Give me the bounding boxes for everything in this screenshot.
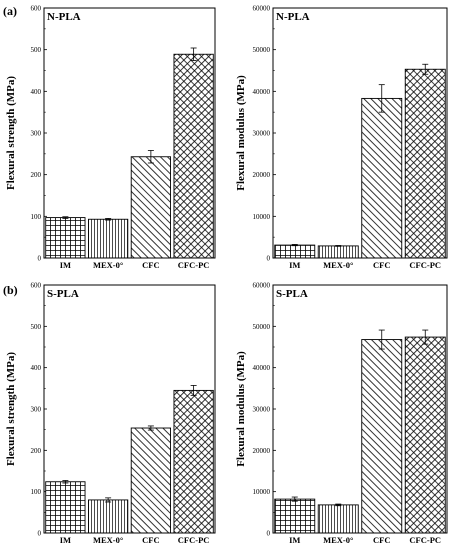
y-axis-label: Flexural modulus (MPa) — [235, 75, 247, 191]
category-label: CFC — [373, 535, 390, 545]
y-tick-label: 20000 — [253, 447, 271, 455]
y-tick-label: 200 — [31, 447, 42, 455]
bar-1 — [317, 245, 359, 259]
panel-title: S-PLA — [276, 288, 308, 300]
y-tick-label: 10000 — [253, 213, 271, 221]
y-tick-label: 50000 — [253, 46, 271, 54]
bar-3 — [173, 53, 214, 259]
row-label-a: (a) — [3, 4, 17, 18]
y-tick-label: 20000 — [253, 171, 271, 179]
chart-s-pla-modulus: 0 10000 20000 30000 40000 50000 60000 IM MEX-0° C… — [235, 282, 448, 545]
y-tick-label: 500 — [31, 323, 42, 331]
y-tick-label: 10000 — [253, 488, 271, 496]
bar-3 — [404, 68, 446, 259]
panel-title: S-PLA — [47, 288, 79, 300]
category-label: CFC-PC — [409, 535, 441, 545]
bar-3 — [404, 336, 446, 534]
bar-0 — [45, 217, 86, 259]
y-tick-label: 600 — [31, 282, 42, 290]
category-label: MEX-0° — [93, 535, 123, 545]
bar-1 — [317, 504, 359, 534]
y-axis-label: Flexural strength (MPa) — [5, 76, 17, 190]
category-label: CFC — [142, 535, 159, 545]
chart-n-pla-strength: 0 100 200 300 400 500 600 IM MEX-0° CFC CFC-PC N-PL… — [5, 5, 216, 270]
plot-frame — [272, 7, 448, 259]
category-label: CFC-PC — [409, 260, 441, 270]
category-label: IM — [289, 260, 300, 270]
category-label: IM — [289, 535, 300, 545]
y-tick-label: 60000 — [253, 5, 271, 13]
y-tick-label: 200 — [31, 171, 42, 179]
y-tick-label: 30000 — [253, 406, 271, 414]
panel-title: N-PLA — [47, 11, 81, 23]
bar-1 — [88, 218, 129, 259]
y-tick-label: 30000 — [253, 130, 271, 138]
plot-frame — [43, 7, 216, 259]
category-label: CFC — [142, 260, 159, 270]
bar-2 — [130, 427, 171, 534]
y-tick-label: 0 — [267, 530, 271, 538]
y-tick-label: 400 — [31, 88, 42, 96]
bar-0 — [45, 481, 86, 534]
bar-2 — [361, 97, 403, 259]
y-tick-label: 50000 — [253, 323, 271, 331]
category-label: CFC-PC — [178, 260, 210, 270]
category-label: MEX-0° — [323, 260, 353, 270]
bar-3 — [173, 389, 214, 534]
chart-n-pla-modulus: 0 10000 20000 30000 40000 50000 60000 IM MEX-0° C… — [235, 5, 448, 270]
y-tick-label: 600 — [31, 5, 42, 13]
bar-1 — [88, 499, 129, 534]
bar-0 — [274, 498, 316, 534]
category-label: MEX-0° — [323, 535, 353, 545]
category-label: CFC — [373, 260, 390, 270]
y-tick-label: 40000 — [253, 88, 271, 96]
y-tick-label: 60000 — [253, 282, 271, 290]
plot-frame — [43, 284, 216, 534]
plot-frame — [272, 284, 448, 534]
y-tick-label: 100 — [31, 213, 42, 221]
y-tick-label: 500 — [31, 46, 42, 54]
y-tick-label: 0 — [267, 255, 271, 263]
category-label: MEX-0° — [93, 260, 123, 270]
bar-2 — [130, 156, 171, 259]
bar-2 — [361, 339, 403, 534]
y-tick-label: 300 — [31, 130, 42, 138]
y-tick-label: 0 — [38, 530, 42, 538]
row-label-b: (b) — [3, 283, 18, 297]
y-axis-label: Flexural modulus (MPa) — [235, 351, 247, 467]
panel-title: N-PLA — [276, 11, 310, 23]
y-tick-label: 100 — [31, 488, 42, 496]
y-tick-label: 300 — [31, 406, 42, 414]
y-tick-label: 0 — [38, 255, 42, 263]
bar-0 — [274, 244, 316, 259]
y-axis-label: Flexural strength (MPa) — [5, 352, 17, 466]
y-tick-label: 40000 — [253, 364, 271, 372]
y-tick-label: 400 — [31, 364, 42, 372]
category-label: CFC-PC — [178, 535, 210, 545]
category-label: IM — [60, 535, 71, 545]
category-label: IM — [60, 260, 71, 270]
chart-s-pla-strength: 0 100 200 300 400 500 600 IM MEX-0° CFC CFC-PC S-PL… — [5, 282, 216, 545]
